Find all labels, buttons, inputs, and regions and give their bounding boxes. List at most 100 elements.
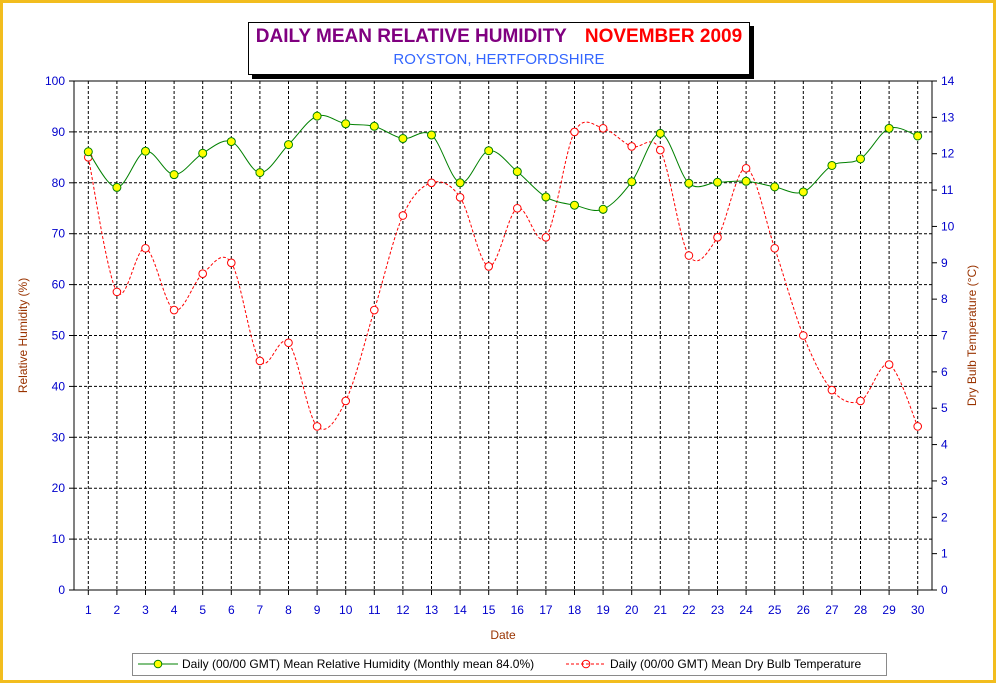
temperature-data-point bbox=[884, 360, 894, 369]
x-tick-label: 9 bbox=[314, 603, 321, 617]
y2-tick-label: 8 bbox=[941, 292, 948, 306]
x-tick-label: 24 bbox=[739, 603, 753, 617]
humidity-data-point bbox=[770, 182, 780, 192]
x-tick-label: 28 bbox=[854, 603, 868, 617]
temperature-data-point bbox=[112, 287, 122, 297]
temperature-data-point bbox=[799, 331, 808, 340]
temperature-data-point bbox=[169, 305, 179, 315]
temperature-data-point bbox=[627, 142, 637, 151]
x-tick-label: 15 bbox=[482, 603, 496, 617]
chart-title-period: NOVEMBER 2009 bbox=[584, 26, 743, 47]
y2-tick-label: 6 bbox=[941, 365, 948, 379]
temperature-data-point bbox=[913, 422, 923, 431]
chart-subtitle: ROYSTON, HERTFORDSHIRE bbox=[393, 51, 605, 68]
temperature-data-point bbox=[856, 396, 865, 406]
legend-label-humidity: Daily (00/00 GMT) Mean Relative Humidity… bbox=[182, 657, 535, 671]
x-tick-label: 12 bbox=[396, 603, 410, 617]
y-tick-label: 70 bbox=[52, 227, 66, 241]
temperature-data-point bbox=[141, 243, 150, 253]
humidity-data-point bbox=[284, 140, 293, 150]
y-tick-label: 20 bbox=[52, 481, 66, 495]
humidity-data-point bbox=[541, 192, 551, 202]
humidity-data-point bbox=[913, 131, 923, 141]
humidity-data-point bbox=[198, 148, 208, 158]
x-tick-label: 14 bbox=[453, 603, 467, 617]
humidity-data-point bbox=[369, 121, 379, 131]
humidity-series-line bbox=[87, 114, 918, 212]
humidity-data-point bbox=[655, 128, 665, 138]
humidity-data-point bbox=[398, 134, 408, 144]
chart-legend: Daily (00/00 GMT) Mean Relative Humidity… bbox=[132, 653, 887, 676]
y-tick-label: 100 bbox=[45, 74, 65, 88]
x-tick-label: 8 bbox=[285, 603, 292, 617]
humidity-data-point bbox=[741, 176, 751, 186]
x-tick-label: 5 bbox=[199, 603, 206, 617]
x-tick-label: 11 bbox=[368, 603, 381, 617]
x-axis-title: Date bbox=[490, 628, 516, 642]
humidity-data-point bbox=[169, 170, 179, 180]
x-tick-label: 26 bbox=[797, 603, 811, 617]
humidity-data-point bbox=[226, 137, 236, 147]
temperature-data-point bbox=[341, 396, 351, 406]
x-tick-label: 19 bbox=[596, 603, 610, 617]
humidity-data-point bbox=[484, 146, 494, 156]
y2-tick-label: 4 bbox=[941, 438, 948, 452]
humidity-data-point bbox=[627, 177, 637, 187]
y-tick-label: 10 bbox=[52, 532, 66, 546]
y2-axis-title: Dry Bulb Temperature (°C) bbox=[965, 265, 979, 406]
x-tick-label: 16 bbox=[511, 603, 525, 617]
y2-tick-label: 13 bbox=[941, 110, 955, 124]
y-tick-label: 60 bbox=[52, 278, 66, 292]
temperature-data-point bbox=[570, 127, 579, 137]
temperature-data-point bbox=[198, 269, 207, 278]
humidity-data-point bbox=[512, 167, 522, 177]
temperature-data-point bbox=[656, 145, 665, 155]
humidity-data-point bbox=[427, 130, 436, 140]
temperature-data-point bbox=[312, 422, 322, 431]
x-tick-label: 6 bbox=[228, 603, 235, 617]
temperature-data-point bbox=[684, 251, 694, 260]
humidity-data-point bbox=[713, 177, 722, 187]
x-tick-label: 4 bbox=[171, 603, 178, 617]
x-tick-label: 1 bbox=[85, 603, 92, 617]
x-tick-label: 3 bbox=[142, 603, 149, 617]
x-tick-label: 23 bbox=[711, 603, 725, 617]
x-tick-label: 21 bbox=[654, 603, 668, 617]
y2-tick-label: 10 bbox=[941, 219, 955, 233]
humidity-data-point bbox=[598, 204, 608, 214]
y-tick-label: 90 bbox=[52, 125, 66, 139]
temperature-data-point bbox=[227, 258, 236, 268]
title-line: DAILY MEAN RELATIVE HUMIDITY NOVEMBER 200… bbox=[249, 26, 749, 48]
legend-swatch-humidity bbox=[138, 659, 178, 669]
y-tick-label: 50 bbox=[52, 329, 66, 343]
x-tick-label: 25 bbox=[768, 603, 782, 617]
temperature-data-point bbox=[598, 123, 608, 133]
temperature-data-point bbox=[455, 193, 465, 202]
x-tick-label: 20 bbox=[625, 603, 639, 617]
legend-label-temperature: Daily (00/00 GMT) Mean Dry Bulb Temperat… bbox=[610, 657, 862, 671]
legend-swatch-temperature bbox=[566, 659, 606, 669]
humidity-data-point bbox=[141, 146, 150, 156]
humidity-data-point bbox=[455, 178, 465, 188]
x-tick-label: 18 bbox=[568, 603, 582, 617]
humidity-data-point bbox=[827, 160, 837, 170]
x-tick-label: 17 bbox=[539, 603, 553, 617]
y2-tick-label: 7 bbox=[941, 329, 948, 343]
temperature-data-point bbox=[484, 262, 494, 271]
temperature-data-point bbox=[827, 385, 837, 395]
x-tick-label: 30 bbox=[911, 603, 925, 617]
temperature-data-point bbox=[427, 178, 436, 188]
humidity-data-point bbox=[798, 187, 808, 197]
temperature-data-point bbox=[541, 233, 551, 242]
humidity-data-point bbox=[83, 147, 93, 157]
temperature-data-point bbox=[513, 203, 522, 213]
x-tick-label: 13 bbox=[425, 603, 439, 617]
temperature-data-point bbox=[284, 338, 293, 348]
humidity-data-point bbox=[684, 178, 694, 188]
humidity-data-point bbox=[341, 119, 351, 129]
x-tick-label: 27 bbox=[825, 603, 839, 617]
title-box: DAILY MEAN RELATIVE HUMIDITY NOVEMBER 200… bbox=[248, 22, 750, 75]
y2-tick-label: 0 bbox=[941, 583, 948, 597]
